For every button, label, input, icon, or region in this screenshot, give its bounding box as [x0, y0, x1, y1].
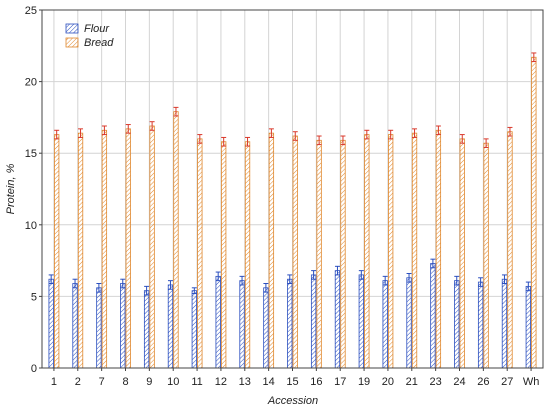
bread-bar — [101, 129, 108, 369]
flour-bar — [454, 280, 460, 369]
x-tick-label: Wh — [523, 376, 540, 388]
flour-bar — [48, 278, 54, 369]
bread-bar — [197, 138, 203, 369]
x-tick-label: 20 — [382, 376, 394, 388]
bread-bar — [125, 128, 131, 369]
flour-bar — [167, 284, 174, 369]
flour-bar — [525, 285, 531, 369]
flour-bar — [96, 287, 102, 369]
bread-bar — [531, 56, 537, 369]
x-tick-label: 2 — [75, 376, 81, 388]
plot-frame — [41, 9, 544, 369]
x-tick-label: 26 — [477, 376, 489, 388]
x-tick-label: 15 — [286, 376, 298, 388]
x-tick-label: 16 — [310, 376, 322, 388]
bread-bar — [149, 125, 155, 369]
bread-legend-label: Bread — [84, 37, 114, 49]
x-tick-label: 12 — [215, 376, 227, 388]
x-tick-label: 11 — [191, 376, 202, 388]
flour-bar — [191, 290, 197, 369]
flour-bar — [143, 290, 150, 369]
y-tick-label: 25 — [25, 5, 37, 17]
bread-bar — [459, 138, 465, 369]
flour-bar — [430, 263, 436, 369]
x-tick-label: 10 — [167, 376, 179, 388]
x-tick-label: 19 — [358, 376, 370, 388]
x-tick-label: 9 — [146, 376, 152, 388]
bread-bar — [483, 142, 489, 369]
flour-legend-label: Flour — [84, 23, 110, 35]
flour-bar — [406, 277, 412, 369]
x-tick-label: 8 — [122, 376, 128, 388]
flour-bar — [120, 283, 126, 369]
flour-bar — [382, 280, 388, 369]
y-tick-label: 5 — [31, 291, 37, 303]
y-tick-label: 10 — [25, 220, 37, 232]
flour-bar — [501, 278, 508, 369]
bread-bar — [507, 131, 513, 369]
bread-bar — [435, 129, 442, 369]
x-tick-label: 27 — [501, 376, 513, 388]
x-tick-label: 13 — [239, 376, 251, 388]
flour-bar — [310, 274, 317, 369]
x-tick-label: 1 — [51, 376, 57, 388]
bread-bar — [221, 141, 227, 369]
x-tick-label: 17 — [334, 376, 346, 388]
y-tick-label: 0 — [31, 363, 37, 375]
flour-bar — [72, 283, 78, 369]
bread-bar — [244, 141, 251, 369]
y-axis-title: Protein, % — [5, 163, 17, 214]
bread-bar — [364, 134, 370, 369]
y-tick-label: 15 — [25, 148, 37, 160]
flour-legend-swatch — [65, 23, 79, 34]
y-tick-label: 20 — [25, 77, 37, 89]
x-tick-label: 21 — [406, 376, 418, 388]
bread-bar — [173, 111, 179, 369]
flour-bar — [287, 278, 293, 369]
bread-bar — [77, 132, 84, 369]
flour-bar — [358, 274, 364, 369]
flour-bar — [477, 281, 484, 369]
bread-bar — [411, 132, 418, 369]
x-axis-title: Accession — [267, 395, 318, 407]
x-tick-label: 24 — [453, 376, 465, 388]
bread-bar — [340, 139, 346, 369]
flour-bar — [215, 275, 221, 369]
bread-bar — [316, 139, 322, 369]
x-tick-label: 7 — [99, 376, 105, 388]
flour-bar — [263, 287, 269, 369]
bread-legend-swatch — [65, 37, 79, 48]
bread-bar — [268, 132, 275, 369]
flour-bar — [239, 280, 245, 369]
bread-bar — [54, 134, 60, 369]
bread-bar — [388, 134, 394, 369]
x-tick-label: 14 — [263, 376, 275, 388]
x-tick-label: 23 — [430, 376, 442, 388]
flour-bar — [334, 270, 341, 369]
bread-bar — [292, 135, 298, 369]
